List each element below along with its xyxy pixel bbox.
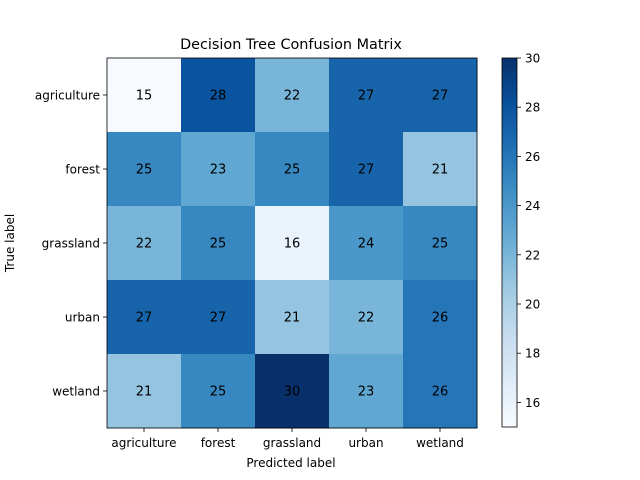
y-tick-label: forest bbox=[65, 163, 100, 177]
heatmap-cell bbox=[255, 206, 330, 281]
cell-value-label: 22 bbox=[284, 89, 301, 104]
colorbar-ticks: 16 18 20 22 24 26 28 30 bbox=[517, 52, 540, 410]
heatmap-cell bbox=[329, 132, 404, 207]
heatmap-cell bbox=[329, 354, 404, 429]
cell-value-label: 27 bbox=[358, 89, 375, 104]
cell-value-label: 22 bbox=[136, 237, 153, 252]
cell-value-label: 21 bbox=[284, 311, 301, 326]
colorbar bbox=[501, 57, 518, 428]
cell-value-label: 25 bbox=[136, 163, 153, 178]
heatmap-cell bbox=[255, 132, 330, 207]
cell-value-labels: 15 28 22 27 27 25 23 25 27 21 22 25 16 24 25 27 27 21 22 26… bbox=[136, 89, 449, 400]
cell-value-label: 25 bbox=[432, 237, 449, 252]
cell-value-label: 23 bbox=[358, 385, 375, 400]
colorbar-tick-label: 20 bbox=[525, 298, 540, 312]
heatmap-cell bbox=[181, 280, 256, 355]
cell-value-label: 27 bbox=[136, 311, 153, 326]
cell-value-label: 25 bbox=[284, 163, 301, 178]
x-tick-label: grassland bbox=[263, 436, 321, 450]
heatmap-cell bbox=[107, 354, 182, 429]
heatmap-cell bbox=[403, 280, 478, 355]
y-tick-label: urban bbox=[65, 311, 100, 325]
y-tick-label: grassland bbox=[42, 237, 100, 251]
colorbar-tick-label: 24 bbox=[525, 199, 540, 213]
y-axis-label: True label bbox=[3, 214, 17, 273]
x-tick-label: agriculture bbox=[111, 436, 176, 450]
heatmap-cell bbox=[181, 58, 256, 133]
colorbar-tick-label: 28 bbox=[525, 101, 540, 115]
cell-value-label: 22 bbox=[358, 311, 375, 326]
colorbar-tick-label: 22 bbox=[525, 248, 540, 262]
heatmap-cell bbox=[107, 206, 182, 281]
heatmap-cell bbox=[403, 132, 478, 207]
y-axis-ticks: agriculture forest grassland urban wetland bbox=[35, 89, 107, 399]
cell-value-label: 15 bbox=[136, 89, 153, 104]
x-tick-label: wetland bbox=[416, 436, 464, 450]
cell-value-label: 26 bbox=[432, 385, 449, 400]
colorbar-tick-label: 26 bbox=[525, 150, 540, 164]
colorbar-tick-label: 30 bbox=[525, 52, 540, 66]
heatmap-cell bbox=[329, 58, 404, 133]
cell-value-label: 25 bbox=[210, 385, 227, 400]
heatmap-cells bbox=[106, 57, 478, 429]
x-tick-label: forest bbox=[201, 436, 236, 450]
x-axis-ticks: agriculture forest grassland urban wetland bbox=[111, 428, 464, 450]
colorbar-tick-label: 16 bbox=[525, 396, 540, 410]
colorbar-tick-label: 18 bbox=[525, 347, 540, 361]
cell-value-label: 23 bbox=[210, 163, 227, 178]
heatmap-cell bbox=[403, 58, 478, 133]
heatmap-cell bbox=[255, 58, 330, 133]
cell-value-label: 28 bbox=[210, 89, 227, 104]
heatmap-cell bbox=[181, 206, 256, 281]
heatmap-cell bbox=[403, 354, 478, 429]
cell-value-label: 30 bbox=[284, 385, 301, 400]
y-tick-label: wetland bbox=[52, 385, 100, 399]
heatmap-cell bbox=[329, 206, 404, 281]
cell-value-label: 21 bbox=[432, 163, 449, 178]
cell-value-label: 24 bbox=[358, 237, 375, 252]
y-tick-label: agriculture bbox=[35, 89, 100, 103]
cell-value-label: 25 bbox=[210, 237, 227, 252]
x-axis-label: Predicted label bbox=[246, 456, 335, 470]
heatmap-cell bbox=[181, 354, 256, 429]
heatmap-cell bbox=[255, 354, 330, 429]
cell-value-label: 27 bbox=[358, 163, 375, 178]
heatmap-cell bbox=[107, 280, 182, 355]
heatmap-cell bbox=[107, 58, 182, 133]
x-tick-label: urban bbox=[348, 436, 383, 450]
heatmap-cell bbox=[181, 132, 256, 207]
cell-value-label: 27 bbox=[432, 89, 449, 104]
heatmap-cell bbox=[403, 206, 478, 281]
cell-value-label: 16 bbox=[284, 237, 301, 252]
heatmap-cell bbox=[329, 280, 404, 355]
cell-value-label: 21 bbox=[136, 385, 153, 400]
cell-value-label: 26 bbox=[432, 311, 449, 326]
cell-value-label: 27 bbox=[210, 311, 227, 326]
chart-title: Decision Tree Confusion Matrix bbox=[180, 37, 402, 53]
heatmap-cell bbox=[255, 280, 330, 355]
heatmap-cell bbox=[107, 132, 182, 207]
